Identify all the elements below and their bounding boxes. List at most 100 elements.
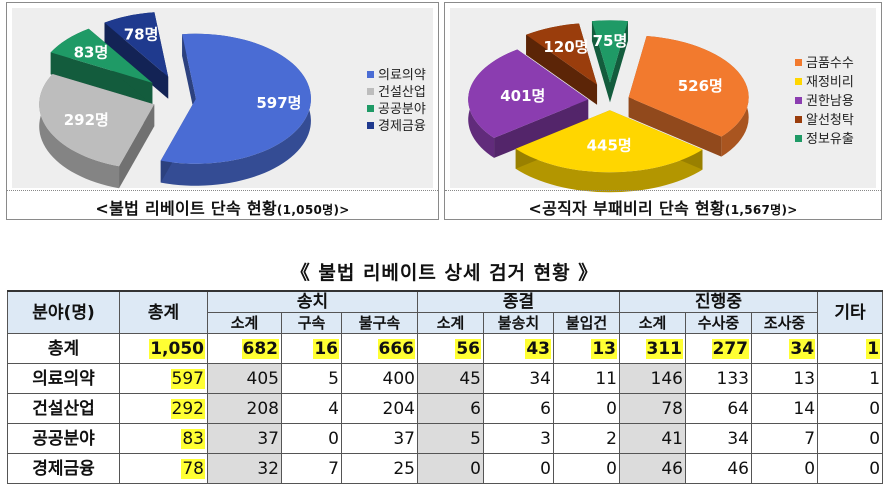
pie-slice <box>628 35 749 157</box>
subheader: 불입건 <box>553 312 620 334</box>
table-cell: 400 <box>341 363 418 394</box>
cell-value: 405 <box>246 368 279 389</box>
pie-slices <box>468 20 749 193</box>
table-cell: 13 <box>750 363 819 394</box>
legend-swatch <box>795 97 802 104</box>
table-cell: 46 <box>685 453 752 484</box>
row-label: 의료의약 <box>7 363 120 394</box>
chart-panel-rebate: 597명 292명 83명 78명 의료의약 건설산업 공공분야 경제금융 <불법 리베이트 … <box>6 2 439 220</box>
subheader: 불송치 <box>483 312 554 334</box>
cell-value: 78 <box>181 458 205 479</box>
table-cell: 204 <box>341 393 418 424</box>
table-cell: 277 <box>685 333 752 364</box>
row-label: 경제금융 <box>7 453 120 484</box>
subheader: 조사중 <box>750 312 819 334</box>
row-label: 건설산업 <box>7 393 120 424</box>
cell-value: 25 <box>393 458 415 479</box>
table-row: 경제금융 78 32 7 25 0 0 0 46 46 0 0 <box>7 453 884 484</box>
subheader: 소계 <box>417 312 484 334</box>
cell-value: 6 <box>470 398 481 419</box>
header-other: 기타 <box>817 290 884 334</box>
table-row: 공공분야 83 37 0 37 5 3 2 41 34 7 0 <box>7 423 884 454</box>
table-cell: 34 <box>483 363 554 394</box>
cell-value: 5 <box>470 428 481 449</box>
header-total: 총계 <box>119 290 208 334</box>
cell-value: 0 <box>869 458 881 479</box>
table-cell: 64 <box>685 393 752 424</box>
legend-label: 경제금융 <box>378 119 426 134</box>
legend-swatch <box>795 116 802 123</box>
cell-value: 78 <box>661 398 683 419</box>
table-cell: 4 <box>281 393 342 424</box>
cell-value: 682 <box>241 338 279 359</box>
table-cell: 25 <box>341 453 418 484</box>
subheader: 소계 <box>207 312 282 334</box>
cell-value: 1 <box>869 368 881 389</box>
cell-value: 64 <box>727 398 749 419</box>
table-cell: 78 <box>619 393 686 424</box>
cell-value: 37 <box>393 428 415 449</box>
table-cell: 37 <box>207 423 282 454</box>
table-cell: 0 <box>817 393 884 424</box>
legend-swatch <box>367 88 374 95</box>
cell-value: 7 <box>804 428 816 449</box>
table-cell: 46 <box>619 453 686 484</box>
cell-value: 0 <box>869 398 881 419</box>
subheader: 수사중 <box>685 312 752 334</box>
cell-value: 37 <box>257 428 279 449</box>
cell-value: 34 <box>529 368 551 389</box>
table-cell: 41 <box>619 423 686 454</box>
header-field: 분야(명) <box>7 290 120 334</box>
data-label: 445명 <box>587 136 632 154</box>
data-label: 526명 <box>678 77 723 95</box>
table-cell: 0 <box>417 453 484 484</box>
table-cell: 14 <box>750 393 819 424</box>
cell-value: 83 <box>181 428 205 449</box>
cell-value: 56 <box>455 338 481 359</box>
chart-caption-rebate: <불법 리베이트 단속 현황(1,050명)> <box>7 195 438 219</box>
table-cell: 0 <box>553 393 620 424</box>
table-cell: 56 <box>417 333 484 364</box>
table-cell: 405 <box>207 363 282 394</box>
chart-panel-corruption: 526명 445명 401명 120명 75명 금품수수 재정비리 권한남용 알선청탁 정보유출 … <box>444 2 882 220</box>
legend-item: 권한남용 <box>795 94 854 109</box>
header-group-songchi: 송치 <box>207 290 418 313</box>
table-cell: 0 <box>817 423 884 454</box>
cell-value: 0 <box>540 458 551 479</box>
legend-item: 금품수수 <box>795 56 854 71</box>
legend-label: 건설산업 <box>378 85 426 100</box>
table-cell: 1 <box>817 363 884 394</box>
pie-slice <box>39 73 155 189</box>
cell-value: 13 <box>591 338 617 359</box>
table-cell: 0 <box>750 453 819 484</box>
table-row: 건설산업 292 208 4 204 6 6 0 78 64 14 0 <box>7 393 884 424</box>
legend-item: 경제금융 <box>367 119 426 134</box>
cell-value: 34 <box>789 338 816 359</box>
table-cell: 311 <box>619 333 686 364</box>
subheader: 불구속 <box>341 312 418 334</box>
table-cell: 682 <box>207 333 282 364</box>
cell-value: 46 <box>661 458 683 479</box>
cell-value: 0 <box>804 458 816 479</box>
table-cell: 5 <box>281 363 342 394</box>
legend-item: 의료의약 <box>367 68 426 83</box>
header-group-jonggyeol: 종결 <box>417 290 620 313</box>
table-cell: 7 <box>750 423 819 454</box>
table-cell: 0 <box>817 453 884 484</box>
legend-label: 정보유출 <box>806 132 854 147</box>
pie-slice <box>104 12 169 99</box>
pie-slice <box>50 28 153 105</box>
table-cell: 666 <box>341 333 418 364</box>
cell-value: 7 <box>328 458 339 479</box>
header-group-inprogress: 진행중 <box>618 290 819 313</box>
table-cell: 45 <box>417 363 484 394</box>
table-cell: 43 <box>483 333 554 364</box>
chart-caption-corruption: <공직자 부패비리 단속 현황(1,567명)> <box>445 195 881 219</box>
data-label: 75명 <box>593 32 628 50</box>
table-cell: 34 <box>685 423 752 454</box>
table-cell: 78 <box>119 453 208 484</box>
table-row: 의료의약 597 405 5 400 45 34 11 146 133 13 1 <box>7 363 884 394</box>
